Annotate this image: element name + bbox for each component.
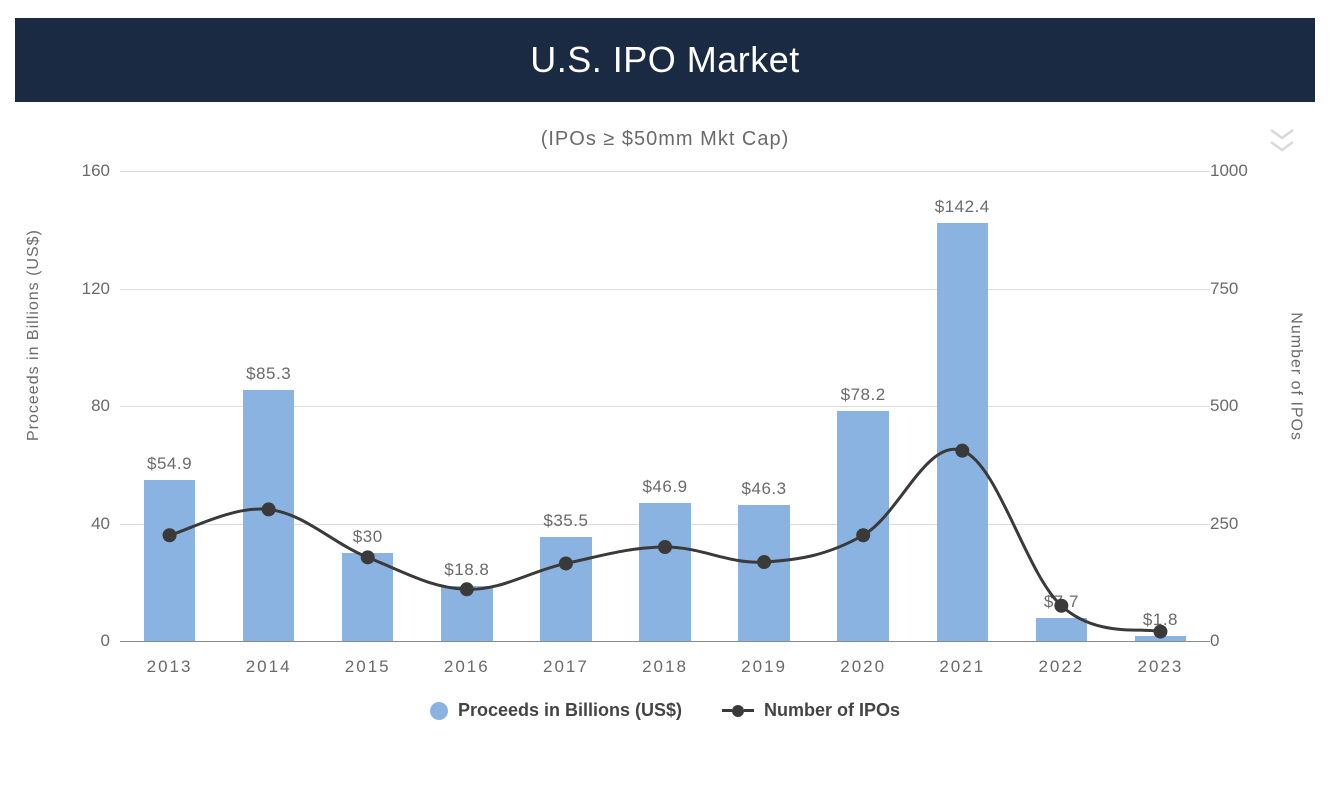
- chart-title-bar: U.S. IPO Market: [15, 18, 1315, 102]
- x-tick-label: 2017: [543, 657, 589, 677]
- legend-line-swatch-icon: [722, 705, 754, 717]
- chart-subtitle: (IPOs ≥ $50mm Mkt Cap): [541, 128, 790, 151]
- x-tick-label: 2022: [1038, 657, 1084, 677]
- x-tick-label: 2021: [939, 657, 985, 677]
- line-marker: [262, 502, 276, 516]
- line-marker: [460, 582, 474, 596]
- x-tick-label: 2020: [840, 657, 886, 677]
- line-marker: [559, 556, 573, 570]
- y-right-tick: 500: [1210, 396, 1260, 416]
- line-marker: [1054, 599, 1068, 613]
- line-marker: [757, 555, 771, 569]
- y-left-tick: 80: [70, 396, 110, 416]
- y-left-tick: 120: [70, 279, 110, 299]
- x-tick-label: 2023: [1138, 657, 1184, 677]
- x-axis-line: [120, 641, 1210, 642]
- x-tick-label: 2018: [642, 657, 688, 677]
- line-marker: [1153, 625, 1167, 639]
- ipo-combo-chart: Proceeds in Billions (US$) Number of IPO…: [30, 161, 1300, 721]
- y-right-tick: 250: [1210, 514, 1260, 534]
- legend-item-line: Number of IPOs: [722, 700, 900, 721]
- x-tick-label: 2013: [147, 657, 193, 677]
- x-tick-label: 2015: [345, 657, 391, 677]
- y-right-tick: 0: [1210, 631, 1260, 651]
- x-tick-label: 2014: [246, 657, 292, 677]
- line-marker: [361, 550, 375, 564]
- legend-item-bars: Proceeds in Billions (US$): [430, 700, 682, 721]
- line-marker: [955, 444, 969, 458]
- line-series: [120, 171, 1210, 641]
- line-marker: [856, 528, 870, 542]
- expand-chevrons-icon[interactable]: [1269, 128, 1295, 152]
- chart-legend: Proceeds in Billions (US$) Number of IPO…: [30, 700, 1300, 721]
- legend-bar-swatch-icon: [430, 702, 448, 720]
- y-left-tick: 0: [70, 631, 110, 651]
- y-left-tick: 40: [70, 514, 110, 534]
- y-axis-right-title: Number of IPOs: [1287, 312, 1305, 441]
- x-tick-label: 2016: [444, 657, 490, 677]
- y-left-tick: 160: [70, 161, 110, 181]
- line-marker: [163, 528, 177, 542]
- x-tick-label: 2019: [741, 657, 787, 677]
- y-right-tick: 750: [1210, 279, 1260, 299]
- legend-line-label: Number of IPOs: [764, 700, 900, 721]
- subtitle-row: (IPOs ≥ $50mm Mkt Cap): [15, 128, 1315, 151]
- line-marker: [658, 540, 672, 554]
- y-right-tick: 1000: [1210, 161, 1260, 181]
- legend-bar-label: Proceeds in Billions (US$): [458, 700, 682, 721]
- y-axis-left-title: Proceeds in Billions (US$): [25, 229, 43, 441]
- chart-title: U.S. IPO Market: [530, 39, 800, 81]
